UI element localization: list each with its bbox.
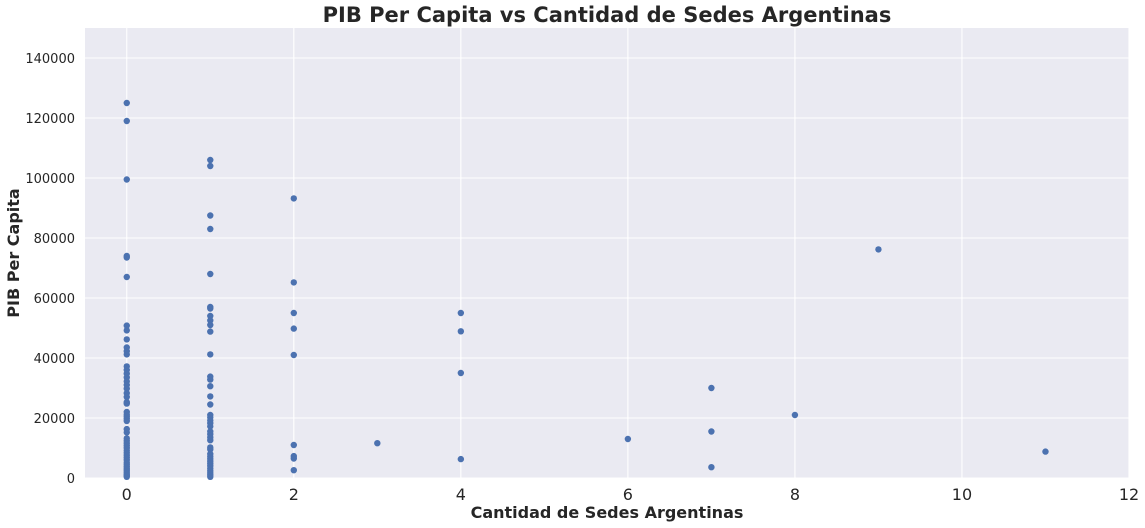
scatter-point	[207, 383, 214, 390]
x-tick-label: 10	[952, 485, 972, 504]
scatter-point	[123, 385, 130, 392]
scatter-point	[123, 417, 130, 425]
x-tick-labels: 0 2 4 6 8 10 12	[122, 485, 1140, 504]
scatter-point	[123, 429, 130, 436]
scatter-point	[875, 246, 882, 253]
scatter-point	[123, 473, 130, 480]
scatter-point	[457, 369, 465, 377]
scatter-point	[207, 312, 214, 320]
scatter-point	[290, 195, 297, 202]
scatter-point	[123, 273, 130, 281]
scatter-point	[123, 322, 130, 329]
scatter-point	[708, 428, 715, 435]
scatter-point	[207, 270, 214, 278]
y-tick-label: 60000	[34, 292, 75, 307]
scatter-point	[207, 156, 214, 164]
scatter-point	[207, 393, 214, 400]
scatter-point	[207, 162, 214, 170]
scatter-point	[123, 400, 130, 407]
scatter-point	[290, 351, 297, 359]
scatter-point	[290, 325, 297, 332]
scatter-point	[207, 225, 214, 233]
x-tick-label: 2	[289, 485, 299, 504]
x-axis-label: Cantidad de Sedes Argentinas	[471, 503, 744, 522]
y-tick-label: 120000	[25, 112, 75, 127]
scatter-point	[123, 254, 130, 261]
scatter-point	[123, 351, 130, 358]
scatter-point	[207, 317, 214, 324]
y-tick-label: 80000	[34, 232, 75, 247]
scatter-point	[207, 376, 214, 383]
scatter-point	[207, 423, 214, 430]
scatter-point	[207, 305, 214, 312]
scatter-point	[207, 321, 214, 329]
grid-lines	[85, 28, 1130, 479]
scatter-point	[207, 401, 214, 408]
scatter-point	[207, 473, 214, 480]
scatter-point	[207, 351, 214, 358]
scatter-point	[123, 327, 130, 334]
chart-title: PIB Per Capita vs Cantidad de Sedes Arge…	[323, 3, 892, 27]
scatter-point	[207, 212, 214, 219]
scatter-point	[123, 336, 130, 343]
y-tick-labels: 0 20000 40000 60000 80000 100000 120000 140000	[25, 52, 75, 487]
y-tick-label: 40000	[34, 352, 75, 367]
y-tick-label: 140000	[25, 52, 75, 67]
scatter-point	[791, 411, 799, 419]
scatter-point	[374, 440, 381, 447]
x-tick-label: 12	[1119, 485, 1139, 504]
plot-area	[85, 28, 1129, 478]
x-tick-label: 4	[456, 485, 466, 504]
scatter-point	[207, 437, 214, 444]
scatter-point	[207, 446, 214, 453]
scatter-point	[457, 455, 465, 463]
y-tick-label: 100000	[25, 172, 75, 187]
scatter-point	[290, 467, 297, 474]
scatter-point	[457, 309, 465, 317]
y-tick-label: 0	[67, 472, 75, 487]
data-points	[123, 99, 1049, 480]
scatter-point	[123, 117, 130, 125]
scatter-point	[290, 441, 297, 449]
y-axis-label: PIB Per Capita	[4, 188, 23, 317]
scatter-point	[290, 455, 297, 462]
scatter-point	[457, 328, 465, 335]
x-tick-label: 8	[790, 485, 800, 504]
scatter-point	[624, 435, 632, 443]
x-tick-label: 0	[122, 485, 132, 504]
y-tick-label: 20000	[34, 412, 75, 427]
scatter-point	[123, 99, 130, 107]
scatter-point	[207, 328, 214, 335]
scatter-point	[290, 309, 297, 317]
scatter-point	[290, 279, 297, 286]
scatter-point	[123, 393, 130, 401]
scatter-point	[123, 176, 130, 183]
scatter-point	[708, 464, 715, 471]
scatter-point	[708, 384, 715, 392]
x-tick-label: 6	[623, 485, 633, 504]
scatter-point	[1042, 448, 1049, 455]
